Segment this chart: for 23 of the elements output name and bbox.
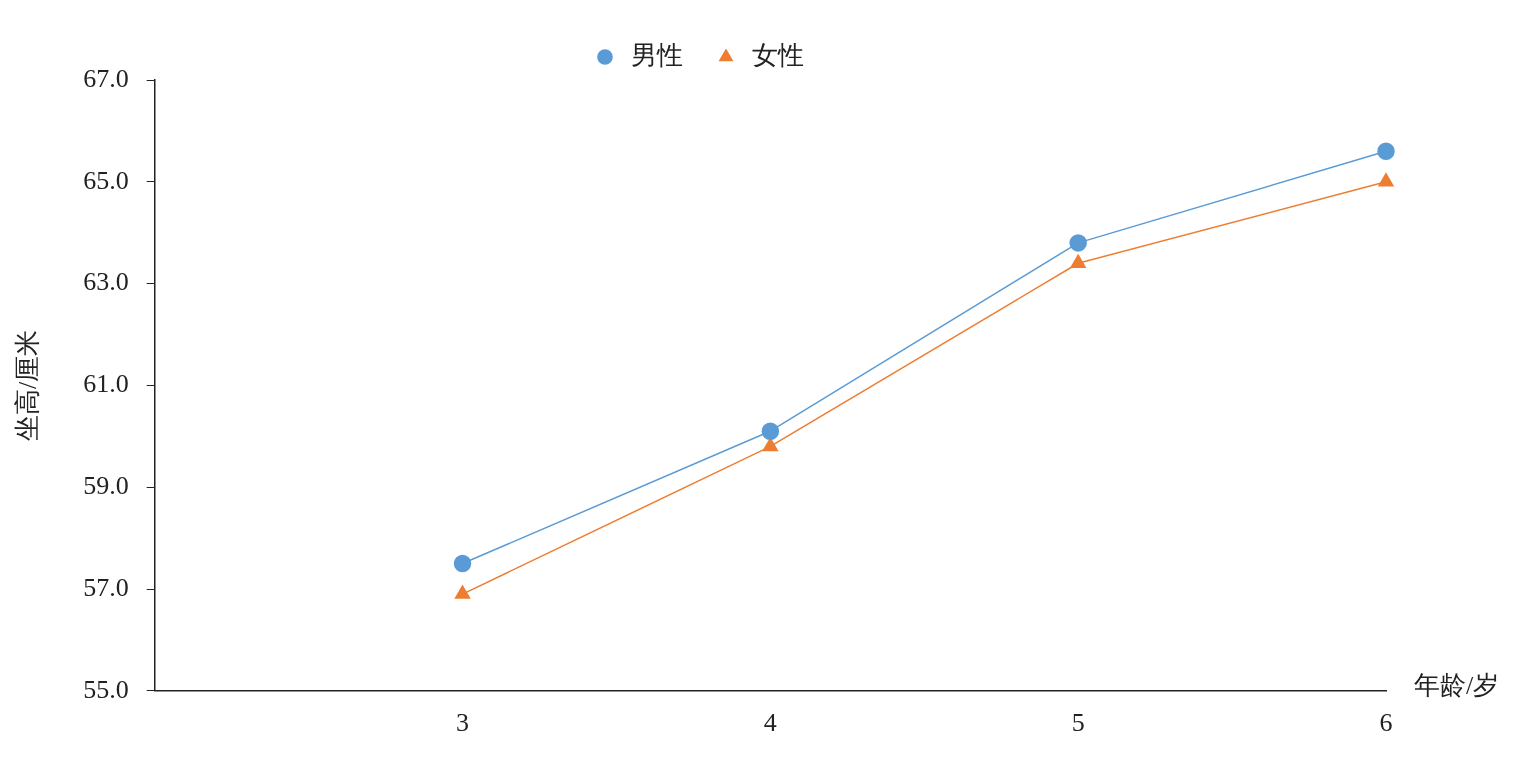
- y-tick-label: 57.0: [83, 572, 129, 602]
- y-axis-title: 坐高/厘米: [13, 329, 43, 442]
- point: [762, 437, 779, 452]
- x-tick-label: 3: [456, 708, 470, 738]
- point: [453, 554, 472, 573]
- y-tick-label: 63.0: [83, 267, 129, 297]
- legend-label: 女性: [752, 40, 804, 70]
- y-tick-label: 65.0: [83, 165, 129, 195]
- point: [454, 585, 471, 599]
- point: [1069, 234, 1087, 252]
- y-tick-label: 67.0: [83, 63, 129, 93]
- x-tick-label: 5: [1071, 708, 1085, 738]
- x-tick-label: 4: [763, 708, 777, 738]
- point: [1377, 142, 1395, 161]
- y-tick-label: 55.0: [83, 674, 129, 704]
- x-axis-title: 年龄/岁: [1414, 670, 1500, 700]
- y-tick-label: 61.0: [83, 369, 129, 399]
- legend-label: 男性: [631, 40, 683, 70]
- point: [1070, 254, 1086, 268]
- y-tick-label: 59.0: [83, 471, 129, 501]
- point: [1378, 173, 1394, 187]
- x-tick-label: 6: [1379, 708, 1393, 738]
- point: [761, 422, 780, 440]
